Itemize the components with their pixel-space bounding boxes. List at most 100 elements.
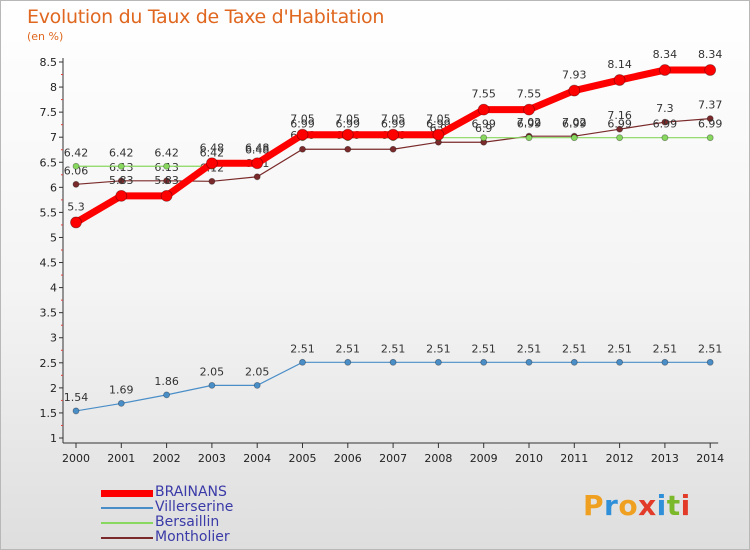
data-point-brainans [704,64,717,76]
legend-swatch [101,522,153,524]
y-tick-label: 1 [50,432,57,445]
data-label-bersaillin: 6.99 [336,118,361,131]
data-point-villerserine [72,407,80,415]
data-label-bersaillin: 6.42 [200,146,225,159]
y-tick-label: 4 [50,282,57,295]
data-label-villerserine: 2.51 [471,342,496,355]
data-point-bersaillin [570,134,578,142]
chart-unit-label: (en %) [27,30,64,43]
data-point-montholier [706,115,714,123]
data-point-bersaillin [525,134,533,142]
legend-label: Villerserine [155,499,234,515]
x-tick-label: 2004 [243,452,271,465]
legend-label: Montholier [155,529,230,545]
legend-label: BRAINANS [155,484,227,500]
x-tick-label: 2012 [606,452,634,465]
y-tick-label: 2.5 [40,357,58,370]
data-label-villerserine: 2.51 [607,342,632,355]
data-label-bersaillin: 6.48 [245,143,270,156]
data-label-brainans: 7.55 [471,88,496,101]
y-tick-label: 5 [50,231,57,244]
data-point-montholier [163,177,171,185]
data-label-brainans: 5.83 [154,174,179,187]
data-point-bersaillin [616,134,623,142]
data-point-brainans [341,128,354,141]
data-label-brainans: 7.55 [517,88,542,101]
data-label-villerserine: 1.86 [154,375,179,388]
data-point-villerserine [570,358,578,366]
data-point-brainans [568,84,581,97]
x-tick-label: 2009 [470,452,498,465]
data-point-villerserine [525,358,533,366]
data-point-brainans [115,189,128,202]
data-label-bersaillin: 6.99 [607,118,632,131]
data-point-villerserine [434,358,442,366]
data-point-villerserine [389,358,397,366]
data-label-villerserine: 2.51 [290,342,315,355]
x-tick-label: 2007 [379,452,407,465]
data-point-montholier [72,180,80,188]
data-point-bersaillin [706,134,714,142]
data-label-bersaillin: 6.99 [653,118,678,131]
data-point-brainans [205,157,218,170]
data-point-montholier [616,125,623,133]
x-tick-label: 2001 [107,452,135,465]
data-label-brainans: 7.93 [562,69,587,82]
data-point-villerserine [163,391,171,399]
y-tick-label: 4.5 [40,257,58,270]
x-tick-label: 2006 [334,452,362,465]
data-point-brainans [70,216,82,229]
legend-swatch [101,537,153,539]
data-point-montholier [661,118,669,126]
data-label-montholier: 7.16 [607,109,632,122]
data-label-bersaillin: 6.99 [290,118,315,131]
x-tick-label: 2014 [696,452,724,465]
y-tick-label: 3.5 [40,307,58,320]
x-tick-label: 2003 [198,452,226,465]
data-point-montholier [344,145,352,153]
y-tick-label: 1.5 [40,407,58,420]
data-label-bersaillin: 6.42 [109,146,134,159]
data-point-villerserine [208,381,216,389]
data-point-bersaillin [163,162,171,170]
data-label-bersaillin: 6.42 [154,146,179,159]
y-tick-label: 5.5 [40,206,58,219]
data-label-brainans: 7.05 [381,113,406,126]
data-point-montholier [253,173,261,181]
legend-swatch [101,507,153,509]
data-label-villerserine: 2.51 [336,342,361,355]
y-tick-label: 2 [50,382,57,395]
data-point-bersaillin [117,162,125,170]
x-tick-label: 2011 [560,452,588,465]
data-label-bersaillin: 6.42 [64,146,89,159]
data-label-montholier: 7.02 [562,116,587,129]
data-label-bersaillin: 6.99 [698,118,723,131]
data-point-brainans [387,128,400,141]
data-label-montholier: 7.37 [698,99,723,112]
data-point-brainans [659,64,671,76]
y-tick-label: 7.5 [40,106,58,119]
data-point-montholier [389,145,397,153]
data-point-montholier [117,177,125,185]
data-label-brainans: 5.83 [109,174,134,187]
y-tick-label: 8 [50,81,57,94]
y-tick-label: 8.5 [40,56,58,69]
legend-label: Bersaillin [155,514,220,530]
data-point-montholier [299,145,306,153]
data-label-villerserine: 2.05 [200,365,225,378]
x-tick-label: 2008 [424,452,452,465]
data-label-brainans: 7.05 [290,113,315,126]
data-point-villerserine [253,381,261,389]
data-point-brainans [296,128,309,141]
y-tick-label: 3 [50,332,57,345]
data-label-brainans: 6.48 [245,141,270,154]
data-point-brainans [432,128,445,141]
data-label-bersaillin: 6.99 [381,118,406,131]
data-label-brainans: 5.3 [67,200,85,213]
data-label-villerserine: 2.51 [426,342,451,355]
data-label-brainans: 6.48 [200,141,225,154]
data-label-brainans: 8.14 [607,58,632,71]
y-tick-label: 6 [50,181,57,194]
x-tick-label: 2013 [651,452,679,465]
